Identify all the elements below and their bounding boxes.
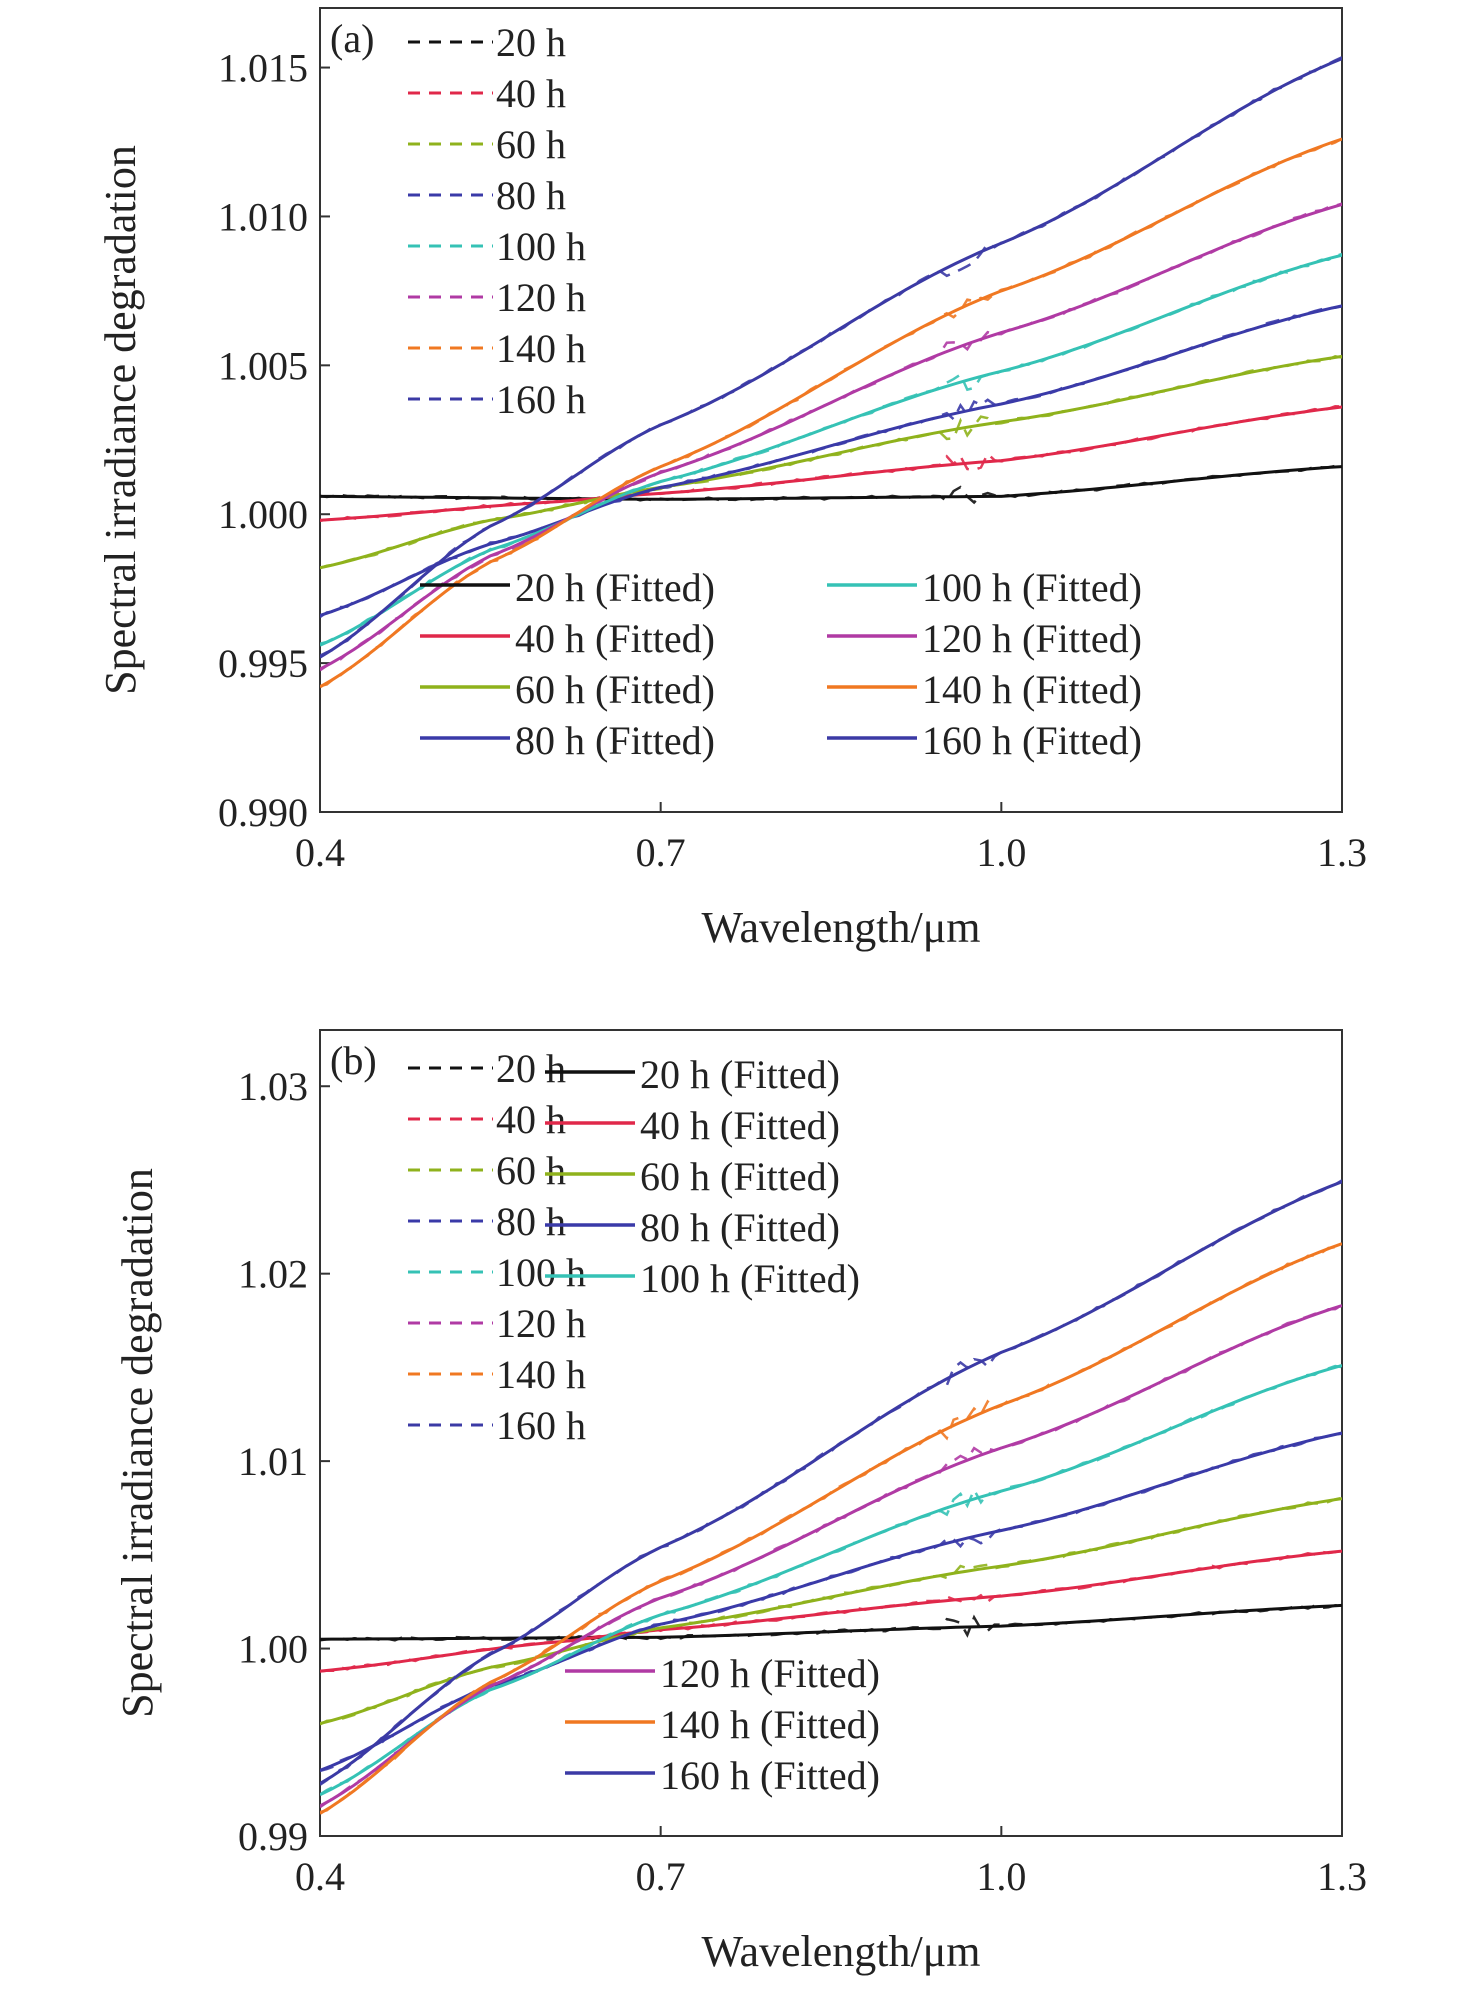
x-tick-label: 0.4 xyxy=(295,830,345,875)
legend-label: 160 h (Fitted) xyxy=(660,1753,880,1798)
plot-area xyxy=(320,56,1342,689)
fitted-curve-40h xyxy=(320,1549,1342,1673)
legend-label: 20 h xyxy=(496,1046,566,1091)
legend-label: 100 h xyxy=(496,224,586,269)
x-tick-label: 0.7 xyxy=(636,1854,686,1899)
fitted-curve-140h xyxy=(320,137,1342,689)
fitted-curve-140h xyxy=(320,1242,1342,1815)
legend-label: 140 h xyxy=(496,326,586,371)
legend-label: 60 h xyxy=(496,1148,566,1193)
y-tick-label: 1.00 xyxy=(238,1627,308,1672)
legend-label: 20 h (Fitted) xyxy=(515,565,715,610)
legend-measured: 20 h 40 h 60 h 80 h 100 h 120 h 140 h 160 h xyxy=(408,20,586,422)
legend-label: 40 h xyxy=(496,1097,566,1142)
x-tick-label: 0.7 xyxy=(636,830,686,875)
legend-label: 40 h (Fitted) xyxy=(515,616,715,661)
fitted-curve-20h xyxy=(320,1603,1342,1641)
legend-label: 80 h (Fitted) xyxy=(640,1205,840,1250)
legend-label: 120 h (Fitted) xyxy=(660,1651,880,1696)
legend-label: 100 h (Fitted) xyxy=(922,565,1142,610)
fitted-curve-100h xyxy=(320,1364,1342,1797)
legend-label: 80 h (Fitted) xyxy=(515,718,715,763)
y-tick-label: 0.99 xyxy=(238,1814,308,1859)
plot-frame xyxy=(319,7,1343,813)
panel-label: (a) xyxy=(330,16,374,61)
fitted-curve-20h xyxy=(320,465,1342,501)
y-tick-label: 0.990 xyxy=(218,790,308,835)
y-tick-label: 1.03 xyxy=(238,1064,308,1109)
fitted-curve-40h xyxy=(320,405,1342,522)
y-tick-label: 1.02 xyxy=(238,1252,308,1297)
legend-label: 140 h (Fitted) xyxy=(922,667,1142,712)
y-tick-label: 1.005 xyxy=(218,343,308,388)
legend-label: 120 h xyxy=(496,275,586,320)
legend-fitted: 20 h (Fitted) 40 h (Fitted) 60 h (Fitted) 8… xyxy=(545,1052,880,1798)
y-axis-label: Spectral irradiance degradation xyxy=(96,145,145,695)
fitted-curve-60h xyxy=(320,354,1342,570)
legend-label: 120 h xyxy=(496,1301,586,1346)
x-tick-label: 0.4 xyxy=(295,1854,345,1899)
fitted-curve-160h xyxy=(320,1180,1342,1785)
legend-label: 160 h (Fitted) xyxy=(922,718,1142,763)
legend-label: 140 h xyxy=(496,1352,586,1397)
x-axis-label: Wavelength/μm xyxy=(701,1927,980,1976)
legend-label: 40 h (Fitted) xyxy=(640,1103,840,1148)
legend-label: 20 h (Fitted) xyxy=(640,1052,840,1097)
x-tick-label: 1.3 xyxy=(1317,1854,1367,1899)
legend-label: 100 h (Fitted) xyxy=(640,1256,860,1301)
plot-area xyxy=(320,1179,1342,1815)
y-tick-label: 1.000 xyxy=(218,492,308,537)
measured-curve-120h xyxy=(320,202,1342,672)
legend-label: 140 h (Fitted) xyxy=(660,1702,880,1747)
legend-label: 160 h xyxy=(496,377,586,422)
fitted-curve-60h xyxy=(320,1497,1342,1725)
legend-label: 60 h (Fitted) xyxy=(515,667,715,712)
x-tick-label: 1.0 xyxy=(976,1854,1026,1899)
legend-label: 120 h (Fitted) xyxy=(922,616,1142,661)
legend-label: 20 h xyxy=(496,20,566,65)
legend-fitted: 20 h (Fitted) 40 h (Fitted) 60 h (Fitted) 8… xyxy=(420,565,1142,763)
measured-curve-40h xyxy=(320,405,1342,523)
measured-curve-60h xyxy=(320,1496,1342,1726)
panel-label: (b) xyxy=(330,1038,377,1083)
legend-label: 60 h (Fitted) xyxy=(640,1154,840,1199)
chart-panel-b: 0.4 0.7 1.0 1.3 0.99 1.00 1.01 1.02 1.03 Waveleng… xyxy=(113,1029,1367,1976)
measured-curve-140h xyxy=(320,137,1342,688)
legend-label: 80 h xyxy=(496,173,566,218)
y-tick-label: 1.015 xyxy=(218,46,308,91)
legend-label: 60 h xyxy=(496,122,566,167)
chart-panel-a: 0.4 0.7 1.0 1.3 0.990 0.995 1.000 1.005 1.010 1.0… xyxy=(96,7,1367,952)
legend-label: 160 h xyxy=(496,1403,586,1448)
fitted-curve-160h xyxy=(320,57,1342,659)
x-axis-label: Wavelength/μm xyxy=(701,903,980,952)
fitted-curve-100h xyxy=(320,253,1342,647)
y-tick-label: 0.995 xyxy=(218,641,308,686)
x-tick-label: 1.0 xyxy=(976,830,1026,875)
fitted-curve-120h xyxy=(320,1304,1342,1808)
legend-label: 80 h xyxy=(496,1199,566,1244)
y-axis-label: Spectral irradiance degradation xyxy=(113,1168,162,1718)
fitted-curve-80h xyxy=(320,304,1342,617)
fitted-curve-120h xyxy=(320,203,1342,671)
measured-curve-20h xyxy=(320,1603,1342,1642)
legend-measured: 20 h 40 h 60 h 80 h 100 h 120 h 140 h 160 h xyxy=(408,1046,586,1448)
legend-label: 40 h xyxy=(496,71,566,116)
legend-label: 100 h xyxy=(496,1250,586,1295)
y-tick-label: 1.01 xyxy=(238,1439,308,1484)
y-tick-label: 1.010 xyxy=(218,194,308,239)
x-tick-label: 1.3 xyxy=(1317,830,1367,875)
